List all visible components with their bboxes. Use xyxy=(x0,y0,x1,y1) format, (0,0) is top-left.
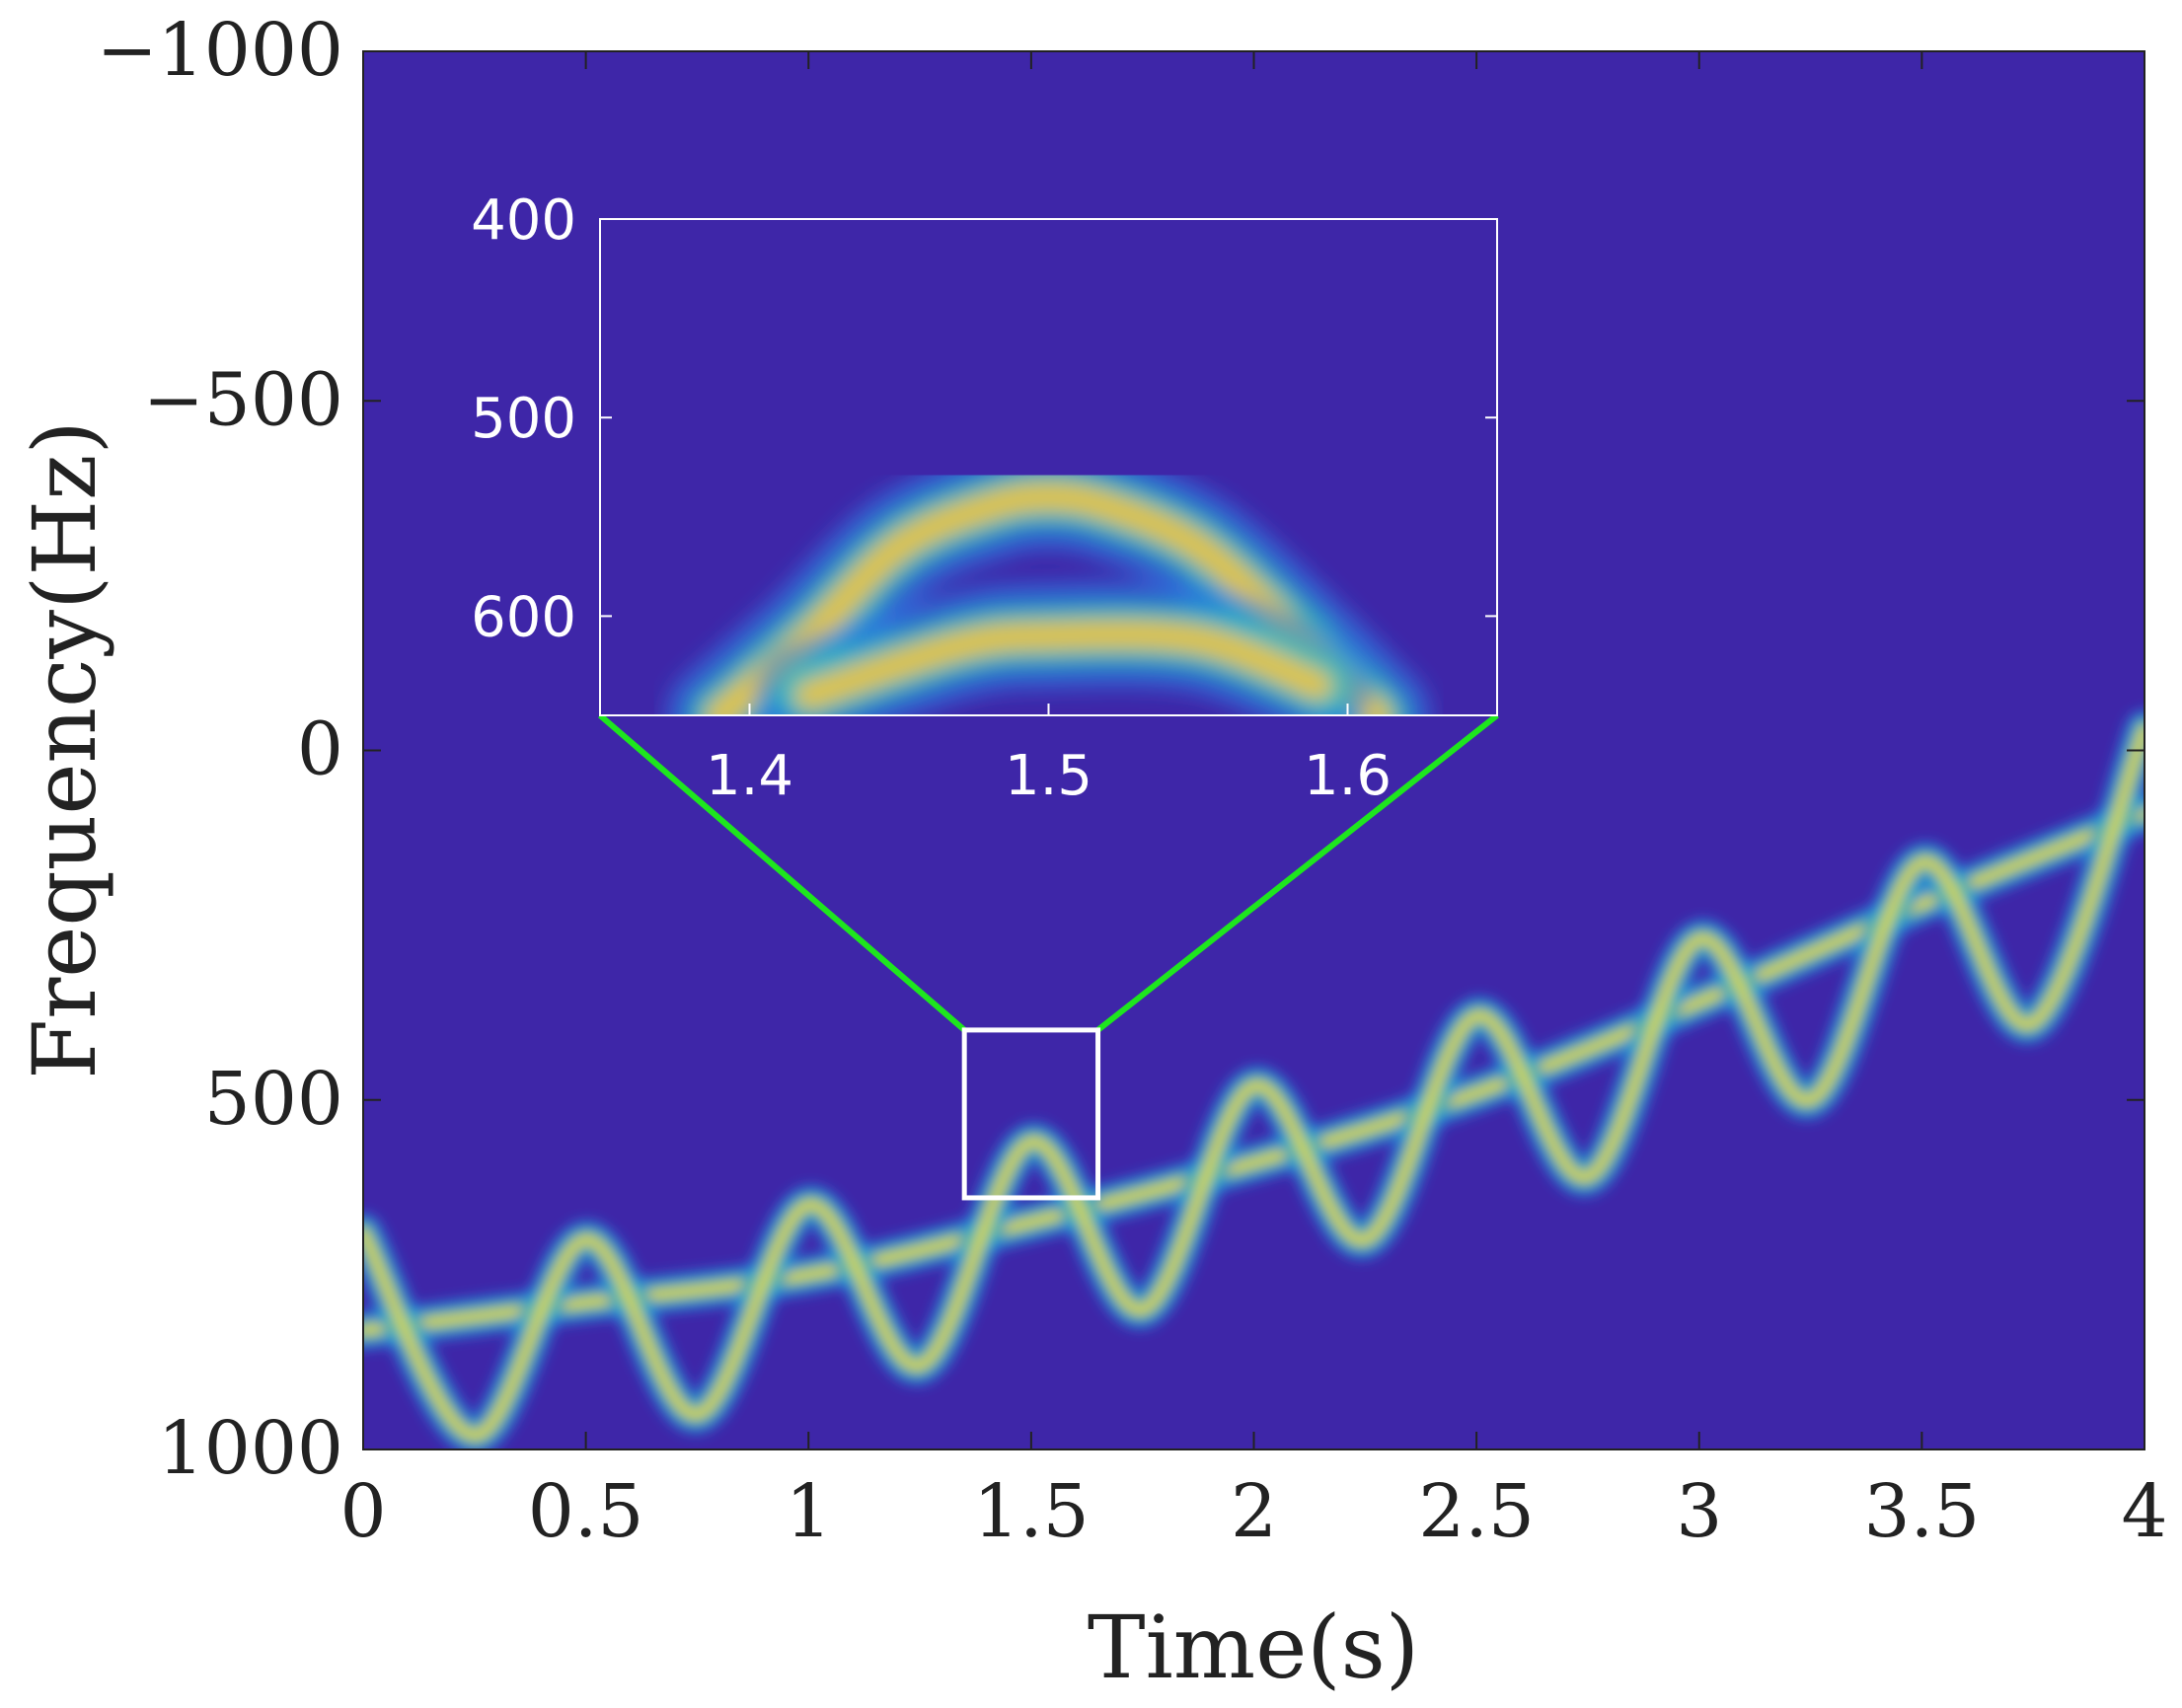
ridge-series-2-layer-4 xyxy=(363,727,2144,1438)
x-tick-label: 2 xyxy=(1231,1469,1277,1554)
x-axis-label: Time(s) xyxy=(1088,1597,1419,1698)
inset-y-axis-ticks: 400 500 600 xyxy=(471,188,1497,649)
x-axis-ticks: 0 0.5 1 1.5 2 2.5 3 3.5 4 xyxy=(339,51,2168,1554)
y-axis-label: Frequency(Hz) xyxy=(14,420,115,1079)
y-tick-label: −500 xyxy=(143,357,343,442)
zoom-connector-lines xyxy=(598,712,1499,1033)
x-tick-label: 0 xyxy=(339,1469,386,1554)
zoom-region-box xyxy=(961,1027,1101,1201)
y-tick-label: −1000 xyxy=(97,8,343,93)
inset-x-tick-label: 1.5 xyxy=(1005,744,1092,808)
inset-x-axis-ticks: 1.4 1.5 1.6 xyxy=(706,704,1392,808)
inset-x-tick-label: 1.6 xyxy=(1304,744,1392,808)
y-tick-label: 0 xyxy=(297,707,343,792)
inset-y-tick-label: 600 xyxy=(471,585,576,649)
y-tick-label: 500 xyxy=(204,1057,343,1142)
ridge-series-1-layer-4 xyxy=(363,811,2144,1333)
x-tick-label: 3.5 xyxy=(1864,1469,1981,1554)
zoom-connector-right xyxy=(1095,712,1499,1033)
inset-ridge-2-layer-3 xyxy=(794,620,1333,710)
y-axis-ticks: −1000 −500 0 500 1000 xyxy=(97,8,2144,1491)
inset-x-tick-label: 1.4 xyxy=(706,744,793,808)
zoom-connector-left xyxy=(598,712,967,1033)
x-tick-label: 4 xyxy=(2121,1469,2167,1554)
x-tick-label: 2.5 xyxy=(1418,1469,1535,1554)
zoom-inset: 1.4 1.5 1.6 400 500 600 xyxy=(471,188,1498,808)
x-tick-label: 1 xyxy=(786,1469,832,1554)
y-tick-label: 1000 xyxy=(158,1406,343,1491)
inset-ridges xyxy=(665,442,1432,715)
inset-y-tick-label: 500 xyxy=(471,387,576,451)
x-tick-label: 0.5 xyxy=(528,1469,644,1554)
x-tick-label: 1.5 xyxy=(973,1469,1090,1554)
inset-y-tick-label: 400 xyxy=(471,188,576,253)
x-tick-label: 3 xyxy=(1676,1469,1722,1554)
spectrogram-ridges xyxy=(363,708,2144,1449)
